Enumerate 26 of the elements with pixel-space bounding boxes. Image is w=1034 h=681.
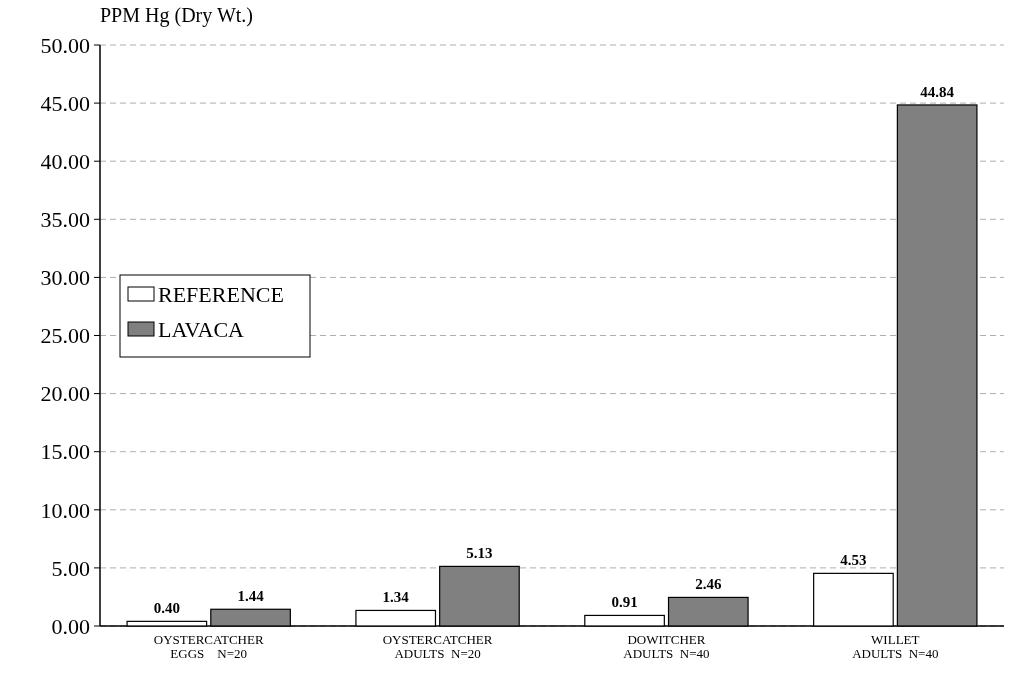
y-tick-label: 15.00 bbox=[40, 439, 90, 465]
x-tick-label: DOWITCHER ADULTS N=40 bbox=[623, 632, 710, 661]
y-tick-label: 30.00 bbox=[40, 265, 90, 291]
y-tick-label: 20.00 bbox=[40, 381, 90, 407]
y-axis-title: PPM Hg (Dry Wt.) bbox=[100, 4, 253, 27]
y-tick-label: 10.00 bbox=[40, 497, 90, 523]
data-label: 2.46 bbox=[695, 576, 722, 593]
y-tick-label: 45.00 bbox=[40, 90, 90, 116]
y-tick-label: 5.00 bbox=[51, 555, 90, 581]
legend-label: LAVACA bbox=[158, 316, 245, 342]
data-label: 5.13 bbox=[466, 545, 493, 562]
y-tick-label: 35.00 bbox=[40, 207, 90, 232]
legend-label: REFERENCE bbox=[158, 281, 284, 307]
y-tick-label: 50.00 bbox=[40, 32, 90, 58]
x-tick-label: WILLET ADULTS N=40 bbox=[852, 632, 939, 661]
data-label: 1.44 bbox=[237, 588, 265, 605]
data-label: 1.34 bbox=[382, 589, 410, 606]
y-tick-label: 0.00 bbox=[51, 613, 90, 639]
x-tick-label: OYSTERCATCHER ADULTS N=20 bbox=[382, 632, 493, 661]
data-label: 44.84 bbox=[920, 83, 955, 100]
y-tick-label: 40.00 bbox=[40, 148, 90, 174]
x-tick-label: OYSTERCATCHER EGGS N=20 bbox=[153, 632, 264, 661]
data-label: 0.91 bbox=[611, 594, 638, 611]
data-label: 4.53 bbox=[840, 552, 867, 569]
y-tick-label: 25.00 bbox=[40, 323, 90, 349]
data-label: 0.40 bbox=[153, 600, 180, 617]
